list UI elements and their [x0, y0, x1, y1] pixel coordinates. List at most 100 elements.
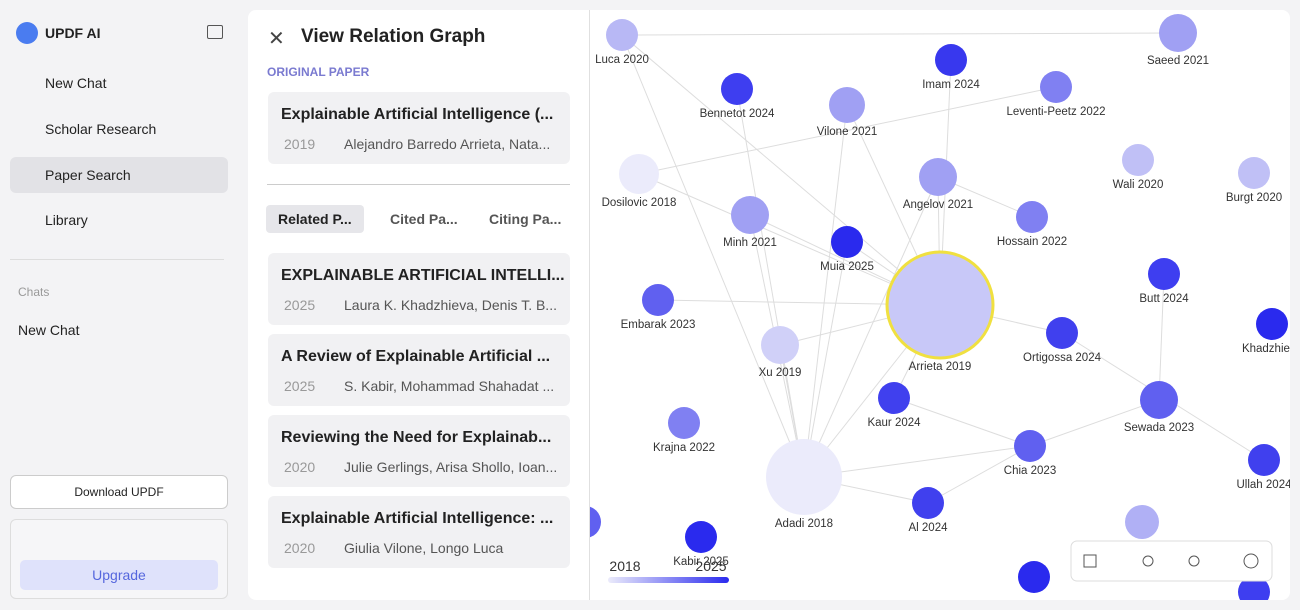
node[interactable]	[761, 326, 799, 364]
node[interactable]	[878, 382, 910, 414]
paper-year: 2025	[284, 297, 316, 313]
node[interactable]	[935, 44, 967, 76]
node[interactable]	[1014, 430, 1046, 462]
original-paper[interactable]: Explainable Artificial Intelligence (...…	[268, 92, 570, 164]
node[interactable]	[668, 407, 700, 439]
node-label: Embarak 2023	[621, 319, 696, 331]
edge	[736, 88, 805, 478]
node[interactable]	[829, 87, 865, 123]
edge	[1158, 273, 1165, 401]
node[interactable]	[731, 196, 769, 234]
paper-card[interactable]: A Review of Explainable Artificial ... 20…	[268, 334, 570, 406]
node-label: Sewada 2023	[1124, 422, 1194, 434]
section-heading: ORIGINAL PAPER	[267, 65, 370, 79]
edge	[803, 445, 1031, 478]
paper-year: 2020	[284, 459, 316, 475]
paper-authors: Alejandro Barredo Arrieta, Nata...	[344, 136, 551, 152]
node-label: Minh 2021	[723, 237, 777, 249]
node[interactable]	[1046, 317, 1078, 349]
node	[1018, 561, 1050, 593]
node[interactable]	[912, 487, 944, 519]
node[interactable]	[1248, 444, 1280, 476]
node[interactable]	[885, 250, 995, 360]
nav-item[interactable]: Library	[45, 212, 88, 228]
panel-title: View Relation Graph	[301, 26, 486, 47]
node[interactable]	[1040, 71, 1072, 103]
zoom-out-button[interactable]	[1188, 555, 1200, 567]
node-label: Bennetot 2024	[700, 108, 775, 120]
nav-item[interactable]: Scholar Research	[45, 121, 157, 137]
node[interactable]	[1159, 14, 1197, 52]
node-label: Angelov 2021	[903, 199, 973, 211]
zoom-in-button[interactable]	[1142, 555, 1154, 567]
edge	[803, 241, 848, 478]
edge	[621, 34, 805, 478]
node-label: Khadzhieva	[1242, 343, 1290, 355]
node-label: Adadi 2018	[775, 518, 833, 530]
node[interactable]	[1140, 381, 1178, 419]
node[interactable]	[721, 73, 753, 105]
node	[1125, 505, 1159, 539]
chats-heading: Chats	[18, 285, 50, 299]
paper-authors: S. Kabir, Mohammad Shahadat ...	[344, 378, 555, 394]
node-label: Luca 2020	[595, 54, 649, 66]
logo	[16, 22, 38, 44]
node-label: Vilone 2021	[817, 126, 878, 138]
upgrade-button[interactable]: Upgrade	[20, 560, 218, 590]
edge	[927, 445, 1031, 504]
node[interactable]	[606, 19, 638, 51]
node-label: Saeed 2021	[1147, 55, 1209, 67]
node-label: Ortigossa 2024	[1023, 352, 1102, 364]
divider	[267, 184, 570, 185]
node-label: Krajna 2022	[653, 442, 715, 454]
node-label: Al 2024	[908, 522, 948, 534]
node[interactable]	[766, 439, 842, 515]
node[interactable]	[1256, 308, 1288, 340]
paper-authors: Giulia Vilone, Longo Luca	[344, 540, 504, 556]
edge	[803, 104, 848, 478]
paper-year: 2019	[284, 136, 316, 152]
paper-authors: Laura K. Khadzhieva, Denis T. B...	[344, 297, 557, 313]
tab[interactable]: Citing Pa...	[489, 211, 562, 227]
paper-card[interactable]: Explainable Artificial Intelligence: ...…	[268, 496, 570, 568]
node-label: Muia 2025	[820, 261, 874, 273]
node	[590, 506, 601, 538]
node-label: Dosilovic 2018	[602, 197, 677, 209]
node-label: Kaur 2024	[867, 417, 921, 429]
tab[interactable]: Cited Pa...	[390, 211, 458, 227]
download-button[interactable]: Download UPDF	[10, 475, 228, 509]
node[interactable]	[831, 226, 863, 258]
node[interactable]	[619, 154, 659, 194]
node[interactable]	[685, 521, 717, 553]
nav-item[interactable]: Paper Search	[10, 157, 228, 193]
node[interactable]	[1016, 201, 1048, 233]
collapse-button[interactable]	[207, 25, 223, 39]
edge	[1029, 399, 1160, 447]
relation-panel: ✕ View Relation Graph ORIGINAL PAPER Exp…	[248, 10, 1290, 600]
nav-item[interactable]: New Chat	[45, 75, 107, 91]
relation-graph: Luca 2020 Saeed 2021 Bennetot 2024 Imam 202…	[590, 14, 1290, 600]
brand: UPDF AI	[45, 25, 101, 41]
paper-card[interactable]: EXPLAINABLE ARTIFICIAL INTELLI... 2025 Lau…	[268, 253, 570, 325]
edge	[803, 176, 939, 478]
chat-item[interactable]: New Chat	[18, 322, 80, 338]
paper-card[interactable]: Reviewing the Need for Explainab... 2020 J…	[268, 415, 570, 487]
node[interactable]	[1238, 157, 1270, 189]
node-label: Kabir 2025	[673, 556, 729, 568]
legend-bar	[608, 577, 729, 583]
node[interactable]	[1148, 258, 1180, 290]
divider	[589, 10, 590, 600]
paper-authors: Julie Gerlings, Arisa Shollo, Ioan...	[344, 459, 558, 475]
paper-year: 2020	[284, 540, 316, 556]
node[interactable]	[919, 158, 957, 196]
help-button[interactable]	[1243, 553, 1259, 569]
fit-button[interactable]	[1083, 554, 1097, 568]
tab[interactable]: Related P...	[266, 205, 364, 233]
paper-title: Reviewing the Need for Explainab...	[281, 429, 552, 446]
node[interactable]	[642, 284, 674, 316]
node-label: Leventi-Peetz 2022	[1006, 106, 1105, 118]
paper-year: 2025	[284, 378, 316, 394]
node[interactable]	[1122, 144, 1154, 176]
close-button[interactable]: ✕	[268, 28, 285, 50]
